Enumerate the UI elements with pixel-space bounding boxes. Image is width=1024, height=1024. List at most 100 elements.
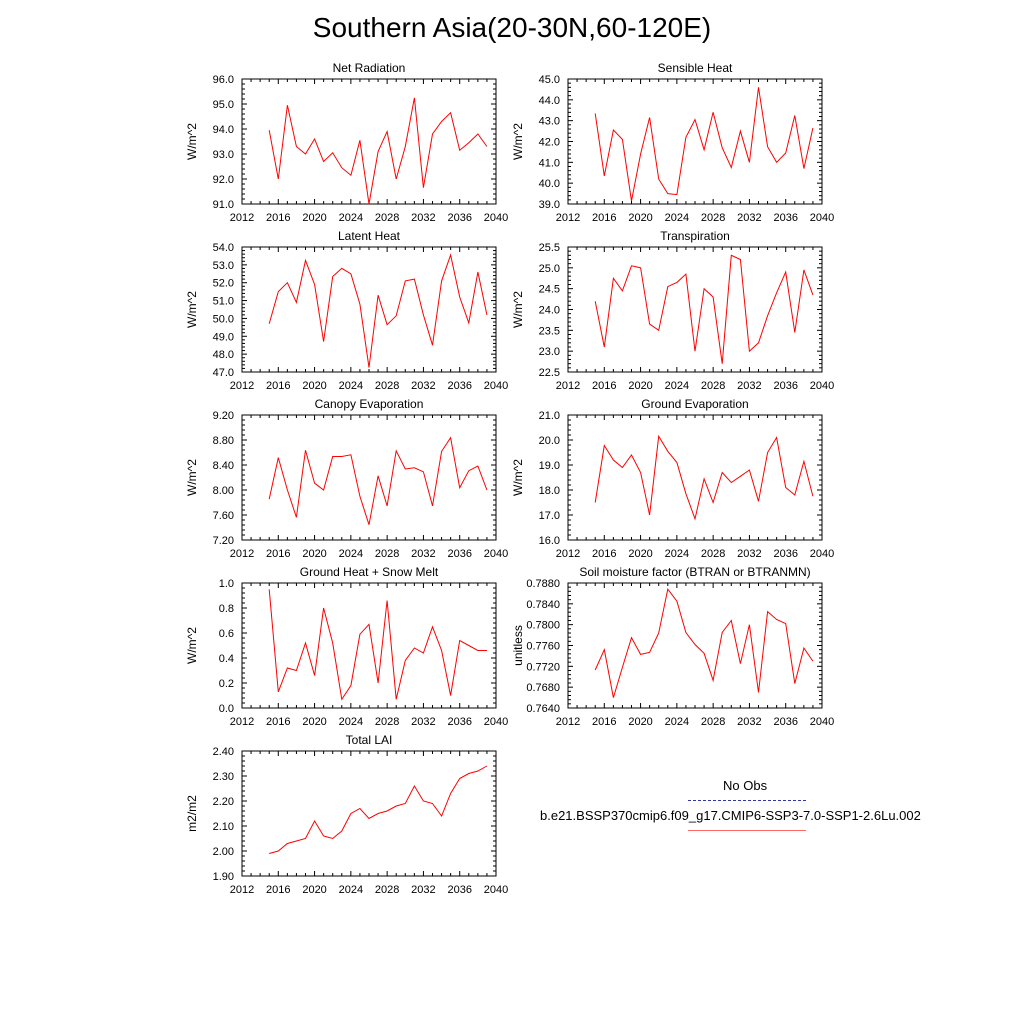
- y-axis-label: W/m^2: [185, 459, 199, 496]
- y-tick-label: 9.20: [213, 410, 234, 422]
- y-tick-label: 23.0: [539, 346, 560, 358]
- y-tick-label: 0.8: [219, 603, 234, 615]
- x-tick-label: 2036: [447, 716, 471, 728]
- y-tick-label: 16.0: [539, 535, 560, 547]
- plot-frame: [567, 582, 823, 709]
- x-tick-label: 2040: [810, 716, 834, 728]
- y-axis-label: W/m^2: [185, 123, 199, 160]
- x-tick-label: 2024: [665, 212, 689, 224]
- x-tick-label: 2012: [556, 380, 580, 392]
- x-tick-label: 2012: [230, 548, 254, 560]
- chart-panel-9: 2012 2016 2020 2024 2028 2032 2036 2040 1.90 2.00…: [185, 733, 508, 896]
- y-tick-label: 1.90: [213, 871, 234, 883]
- x-tick-label: 2012: [556, 716, 580, 728]
- x-tick-label: 2040: [810, 380, 834, 392]
- y-tick-label: 93.0: [213, 149, 234, 161]
- x-tick-label: 2032: [411, 548, 435, 560]
- chart-panel-7: 2012 2016 2020 2024 2028 2032 2036 2040 0.0 0.2 0.…: [185, 565, 508, 728]
- x-tick-label: 2020: [302, 212, 326, 224]
- chart-title: Ground Heat + Snow Melt: [300, 565, 439, 579]
- y-tick-label: 23.5: [539, 325, 560, 337]
- x-tick-label: 2036: [773, 380, 797, 392]
- y-tick-label: 47.0: [213, 367, 234, 379]
- y-tick-label: 8.00: [213, 485, 234, 497]
- y-tick-label: 0.7880: [526, 578, 560, 590]
- y-axis-label: unitless: [511, 625, 525, 666]
- y-axis-label: m2/m2: [185, 795, 199, 832]
- x-tick-label: 2040: [810, 212, 834, 224]
- y-tick-label: 40.0: [539, 178, 560, 190]
- x-tick-label: 2028: [375, 716, 399, 728]
- y-tick-label: 41.0: [539, 157, 560, 169]
- plot-frame: [567, 246, 823, 373]
- chart-title: Canopy Evaporation: [315, 397, 424, 411]
- x-tick-label: 2032: [737, 212, 761, 224]
- x-tick-label: 2032: [411, 380, 435, 392]
- y-tick-label: 22.5: [539, 367, 560, 379]
- y-axis-label: W/m^2: [511, 291, 525, 328]
- y-tick-label: 0.6: [219, 628, 234, 640]
- y-tick-label: 24.0: [539, 305, 560, 317]
- y-tick-label: 7.60: [213, 510, 234, 522]
- y-tick-label: 21.0: [539, 410, 560, 422]
- y-tick-label: 0.7800: [526, 620, 560, 632]
- x-tick-label: 2032: [737, 380, 761, 392]
- x-tick-label: 2036: [447, 884, 471, 896]
- x-tick-label: 2028: [701, 380, 725, 392]
- y-tick-label: 91.0: [213, 199, 234, 211]
- y-tick-label: 8.80: [213, 435, 234, 447]
- y-tick-label: 94.0: [213, 124, 234, 136]
- y-tick-label: 0.7640: [526, 703, 560, 715]
- x-tick-label: 2032: [411, 212, 435, 224]
- y-tick-label: 0.7840: [526, 599, 560, 611]
- x-tick-label: 2028: [701, 716, 725, 728]
- x-tick-label: 2024: [665, 380, 689, 392]
- x-tick-label: 2032: [411, 884, 435, 896]
- y-tick-label: 0.7720: [526, 661, 560, 673]
- x-tick-label: 2040: [484, 380, 508, 392]
- chart-panel-3: 2012 2016 2020 2024 2028 2032 2036 2040 47.0 48.0…: [185, 229, 508, 392]
- series-line: [269, 765, 488, 854]
- y-axis-label: W/m^2: [185, 291, 199, 328]
- x-tick-label: 2024: [339, 380, 363, 392]
- chart-panel-8: 2012 2016 2020 2024 2028 2032 2036 2040 0.7640 0.…: [511, 565, 834, 728]
- x-tick-label: 2028: [375, 548, 399, 560]
- plot-frame: [241, 246, 497, 373]
- y-tick-label: 39.0: [539, 199, 560, 211]
- page-title: Southern Asia(20-30N,60-120E): [312, 12, 712, 43]
- x-tick-label: 2020: [302, 884, 326, 896]
- x-tick-label: 2016: [592, 716, 616, 728]
- y-tick-label: 17.0: [539, 510, 560, 522]
- x-tick-label: 2040: [484, 716, 508, 728]
- series-line: [268, 436, 488, 525]
- x-tick-label: 2012: [556, 548, 580, 560]
- y-tick-label: 2.20: [213, 796, 234, 808]
- y-tick-label: 0.7760: [526, 641, 560, 653]
- x-tick-label: 2012: [230, 380, 254, 392]
- chart-panel-1: 2012 2016 2020 2024 2028 2032 2036 2040 91.0 92.0…: [185, 61, 508, 224]
- y-axis-label: W/m^2: [511, 459, 525, 496]
- x-tick-label: 2020: [302, 716, 326, 728]
- x-tick-label: 2012: [230, 716, 254, 728]
- y-tick-label: 50.0: [213, 313, 234, 325]
- chart-title: Transpiration: [660, 229, 730, 243]
- y-tick-label: 53.0: [213, 260, 234, 272]
- plot-frame: [567, 78, 823, 205]
- y-tick-label: 0.2: [219, 678, 234, 690]
- x-tick-label: 2036: [447, 548, 471, 560]
- y-tick-label: 0.7680: [526, 682, 560, 694]
- x-tick-label: 2016: [266, 380, 290, 392]
- chart-title: Ground Evaporation: [641, 397, 748, 411]
- x-tick-label: 2020: [628, 716, 652, 728]
- x-tick-label: 2024: [339, 884, 363, 896]
- x-tick-label: 2016: [266, 212, 290, 224]
- legend-obs-line: [688, 800, 806, 801]
- y-tick-label: 51.0: [213, 296, 234, 308]
- y-tick-label: 2.00: [213, 846, 234, 858]
- plot-frame: [241, 582, 497, 709]
- y-axis-label: W/m^2: [511, 123, 525, 160]
- x-tick-label: 2016: [266, 884, 290, 896]
- y-tick-label: 0.4: [219, 653, 234, 665]
- y-tick-label: 1.0: [219, 578, 234, 590]
- y-tick-label: 43.0: [539, 116, 560, 128]
